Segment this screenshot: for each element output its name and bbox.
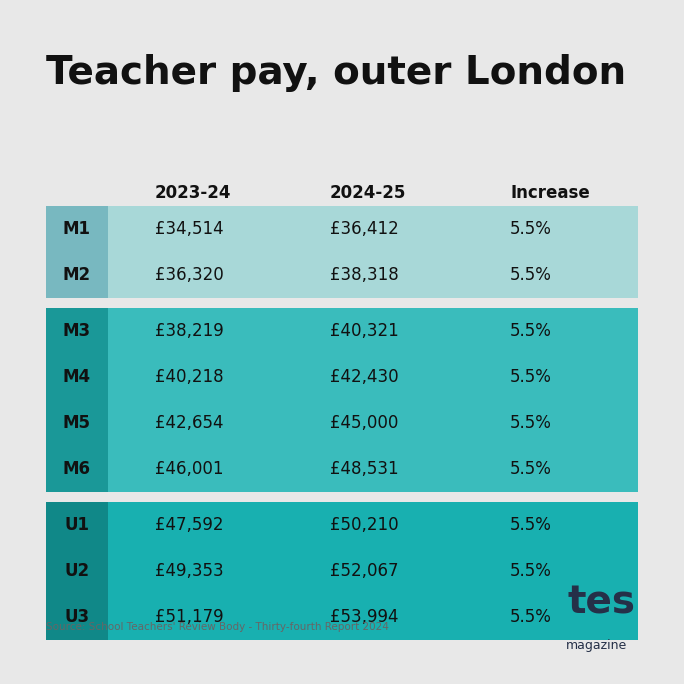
Text: 5.5%: 5.5% <box>510 266 552 284</box>
Bar <box>46 502 638 548</box>
Text: Increase: Increase <box>510 184 590 202</box>
Text: magazine: magazine <box>566 639 627 652</box>
Text: £40,321: £40,321 <box>330 322 399 340</box>
Text: 5.5%: 5.5% <box>510 608 552 626</box>
Text: £53,994: £53,994 <box>330 608 399 626</box>
Text: £34,514: £34,514 <box>155 220 224 238</box>
Bar <box>46 594 638 640</box>
Bar <box>46 308 108 354</box>
Text: Teacher pay, outer London: Teacher pay, outer London <box>46 54 626 92</box>
Text: £38,318: £38,318 <box>330 266 399 284</box>
Text: £36,320: £36,320 <box>155 266 224 284</box>
Bar <box>46 400 108 446</box>
Text: 2023-24: 2023-24 <box>155 184 231 202</box>
Text: £51,179: £51,179 <box>155 608 224 626</box>
Bar <box>46 548 108 594</box>
Text: 5.5%: 5.5% <box>510 368 552 386</box>
Text: 2024-25: 2024-25 <box>330 184 406 202</box>
Text: M3: M3 <box>63 322 91 340</box>
Text: 5.5%: 5.5% <box>510 562 552 580</box>
Bar <box>46 354 108 400</box>
Text: M5: M5 <box>63 414 91 432</box>
Text: £46,001: £46,001 <box>155 460 224 478</box>
Text: 5.5%: 5.5% <box>510 322 552 340</box>
Bar <box>46 354 638 400</box>
Text: M2: M2 <box>63 266 91 284</box>
Text: M6: M6 <box>63 460 91 478</box>
Text: U2: U2 <box>64 562 90 580</box>
Text: U1: U1 <box>64 516 90 534</box>
Text: U3: U3 <box>64 608 90 626</box>
Text: £47,592: £47,592 <box>155 516 224 534</box>
Bar <box>46 446 108 492</box>
Text: 5.5%: 5.5% <box>510 460 552 478</box>
Text: M4: M4 <box>63 368 91 386</box>
Text: £48,531: £48,531 <box>330 460 399 478</box>
Bar <box>46 548 638 594</box>
Bar <box>46 502 108 548</box>
Text: Source: School Teachers' Review Body - Thirty-fourth Report 2024: Source: School Teachers' Review Body - T… <box>46 622 389 632</box>
Text: £42,654: £42,654 <box>155 414 224 432</box>
Bar <box>46 206 638 252</box>
Text: M1: M1 <box>63 220 91 238</box>
Bar <box>46 308 638 354</box>
Bar <box>46 252 108 298</box>
Text: 5.5%: 5.5% <box>510 516 552 534</box>
Text: £40,218: £40,218 <box>155 368 224 386</box>
Text: 5.5%: 5.5% <box>510 220 552 238</box>
Bar <box>46 252 638 298</box>
Bar <box>46 446 638 492</box>
Text: £42,430: £42,430 <box>330 368 399 386</box>
Text: £52,067: £52,067 <box>330 562 399 580</box>
Text: £36,412: £36,412 <box>330 220 399 238</box>
Text: tes: tes <box>568 584 636 622</box>
Text: £38,219: £38,219 <box>155 322 224 340</box>
Text: £50,210: £50,210 <box>330 516 399 534</box>
Text: £49,353: £49,353 <box>155 562 224 580</box>
Bar <box>46 206 108 252</box>
Bar <box>46 594 108 640</box>
Text: 5.5%: 5.5% <box>510 414 552 432</box>
Bar <box>46 400 638 446</box>
Text: £45,000: £45,000 <box>330 414 398 432</box>
